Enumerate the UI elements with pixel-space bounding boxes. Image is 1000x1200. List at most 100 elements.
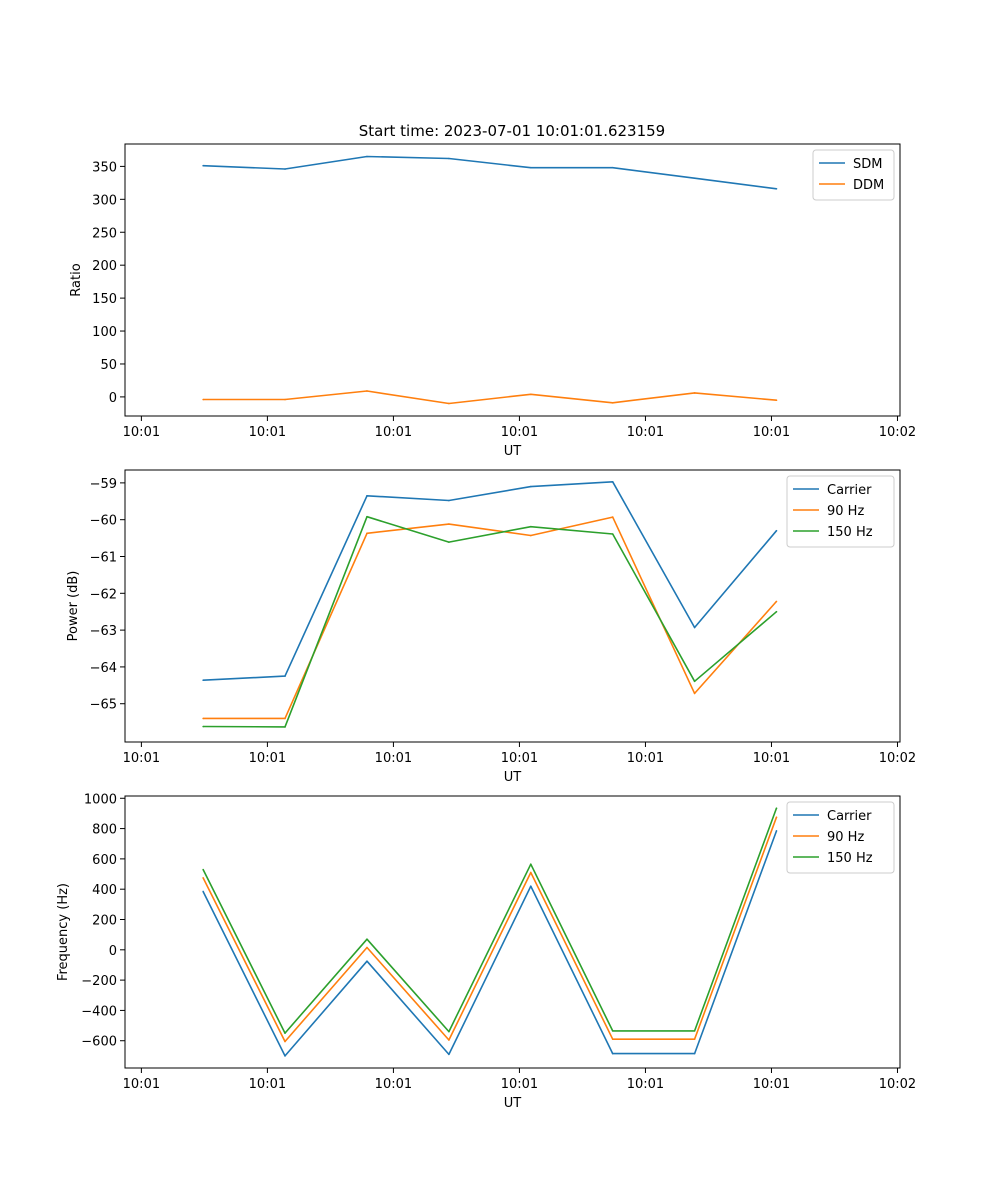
y-tick-label: −59 (90, 477, 117, 492)
legend-box (786, 801, 895, 874)
frequency-panel: 10:01 10:01 10:01 10:01 10:01 10:01 10:02 −600 −… (56, 792, 916, 1111)
data-point (693, 1038, 696, 1041)
data-point (366, 938, 368, 940)
data-point (693, 626, 696, 629)
y-tick-label: −61 (90, 550, 117, 565)
data-point (202, 679, 204, 681)
data-point (611, 1052, 614, 1055)
y-tick-label: 800 (92, 823, 117, 838)
legend-label: 90 Hz (827, 830, 864, 845)
y-tick-label: 0 (109, 944, 117, 959)
data-point (284, 398, 286, 401)
x-axis-label: UT (504, 444, 522, 459)
data-point (693, 1052, 696, 1055)
y-tick-label: 600 (92, 853, 117, 868)
y-tick-label: 300 (92, 193, 117, 208)
data-point (775, 399, 778, 401)
data-point (529, 885, 532, 887)
x-tick-label: 10:01 (627, 751, 664, 766)
data-point (529, 871, 532, 874)
x-tick-label: 10:01 (249, 1077, 286, 1092)
data-point (366, 946, 368, 949)
data-point (611, 402, 614, 404)
data-point (284, 1032, 286, 1034)
data-point (611, 516, 614, 518)
data-point (775, 816, 778, 819)
ratio-panel: 10:01 10:01 10:01 10:01 10:01 10:01 10:02 0 50 10… (69, 143, 916, 459)
x-tick-label: 10:01 (501, 1077, 538, 1092)
y-tick-label: −60 (90, 514, 117, 529)
data-point (366, 532, 368, 535)
y-tick-label: 250 (92, 226, 117, 241)
frequency-axes-frame (124, 795, 901, 1069)
data-point (529, 863, 532, 865)
series-line-150-hz (202, 807, 778, 1034)
data-point (529, 485, 532, 488)
data-point (693, 177, 696, 180)
x-tick-label: 10:01 (501, 751, 538, 766)
data-point (202, 725, 204, 728)
data-point (611, 533, 614, 535)
x-tick-label: 10:02 (879, 1077, 916, 1092)
y-axis-label: Power (dB) (66, 571, 81, 642)
data-point (366, 390, 368, 392)
series-line-carrier (202, 830, 778, 1057)
x-tick-label: 10:01 (123, 751, 160, 766)
y-tick-label: 200 (92, 913, 117, 928)
data-point (529, 393, 532, 396)
data-point (448, 1030, 450, 1033)
legend-box (786, 475, 895, 548)
series-line-150-hz (203, 515, 778, 728)
data-point (202, 868, 204, 871)
x-tick-label: 10:01 (123, 1077, 160, 1092)
x-tick-label: 10:01 (375, 751, 412, 766)
data-point (529, 525, 532, 528)
data-point (775, 830, 778, 832)
data-point (202, 398, 204, 401)
data-point (366, 155, 368, 158)
data-point (284, 168, 286, 170)
x-tick-label: 10:01 (249, 425, 286, 440)
data-point (448, 402, 450, 405)
data-point (202, 890, 204, 893)
y-tick-label: 0 (109, 391, 117, 406)
y-tick-label: −64 (90, 661, 117, 676)
series-line-carrier (203, 480, 778, 681)
y-tick-label: −65 (90, 698, 117, 713)
y-axis-label: Ratio (69, 263, 84, 296)
data-point (284, 1055, 286, 1057)
data-point (366, 494, 368, 497)
x-tick-label: 10:01 (627, 1077, 664, 1092)
data-point (284, 726, 286, 728)
x-tick-label: 10:02 (879, 751, 916, 766)
x-axis-label: UT (504, 1096, 522, 1111)
data-point (284, 1040, 286, 1043)
x-tick-label: 10:01 (501, 425, 538, 440)
y-tick-label: −63 (90, 624, 117, 639)
figure-title: Start time: 2023-07-01 10:01:01.623159 (359, 122, 665, 140)
x-tick-label: 10:01 (753, 1077, 790, 1092)
legend-label: DDM (853, 178, 884, 193)
x-tick-label: 10:01 (375, 425, 412, 440)
power-panel: 10:01 10:01 10:01 10:01 10:01 10:01 10:02 −65 −6… (66, 469, 916, 785)
data-point (202, 717, 204, 720)
x-axis-label: UT (504, 770, 522, 785)
x-tick-label: 10:01 (753, 751, 790, 766)
x-tick-label: 10:01 (123, 425, 160, 440)
data-point (611, 480, 614, 483)
data-point (611, 166, 614, 169)
legend-label: 90 Hz (827, 504, 864, 519)
legend-label: Carrier (827, 809, 872, 824)
legend-label: SDM (853, 157, 882, 172)
y-tick-label: 100 (92, 325, 117, 340)
data-point (693, 680, 696, 683)
data-point (448, 499, 450, 502)
data-point (693, 1030, 696, 1032)
ratio-axes-frame (124, 143, 901, 417)
x-tick-label: 10:01 (375, 1077, 412, 1092)
series-line-90-hz (202, 816, 778, 1043)
y-tick-label: 350 (92, 160, 117, 175)
y-tick-label: 1000 (84, 792, 117, 807)
data-point (366, 515, 368, 518)
